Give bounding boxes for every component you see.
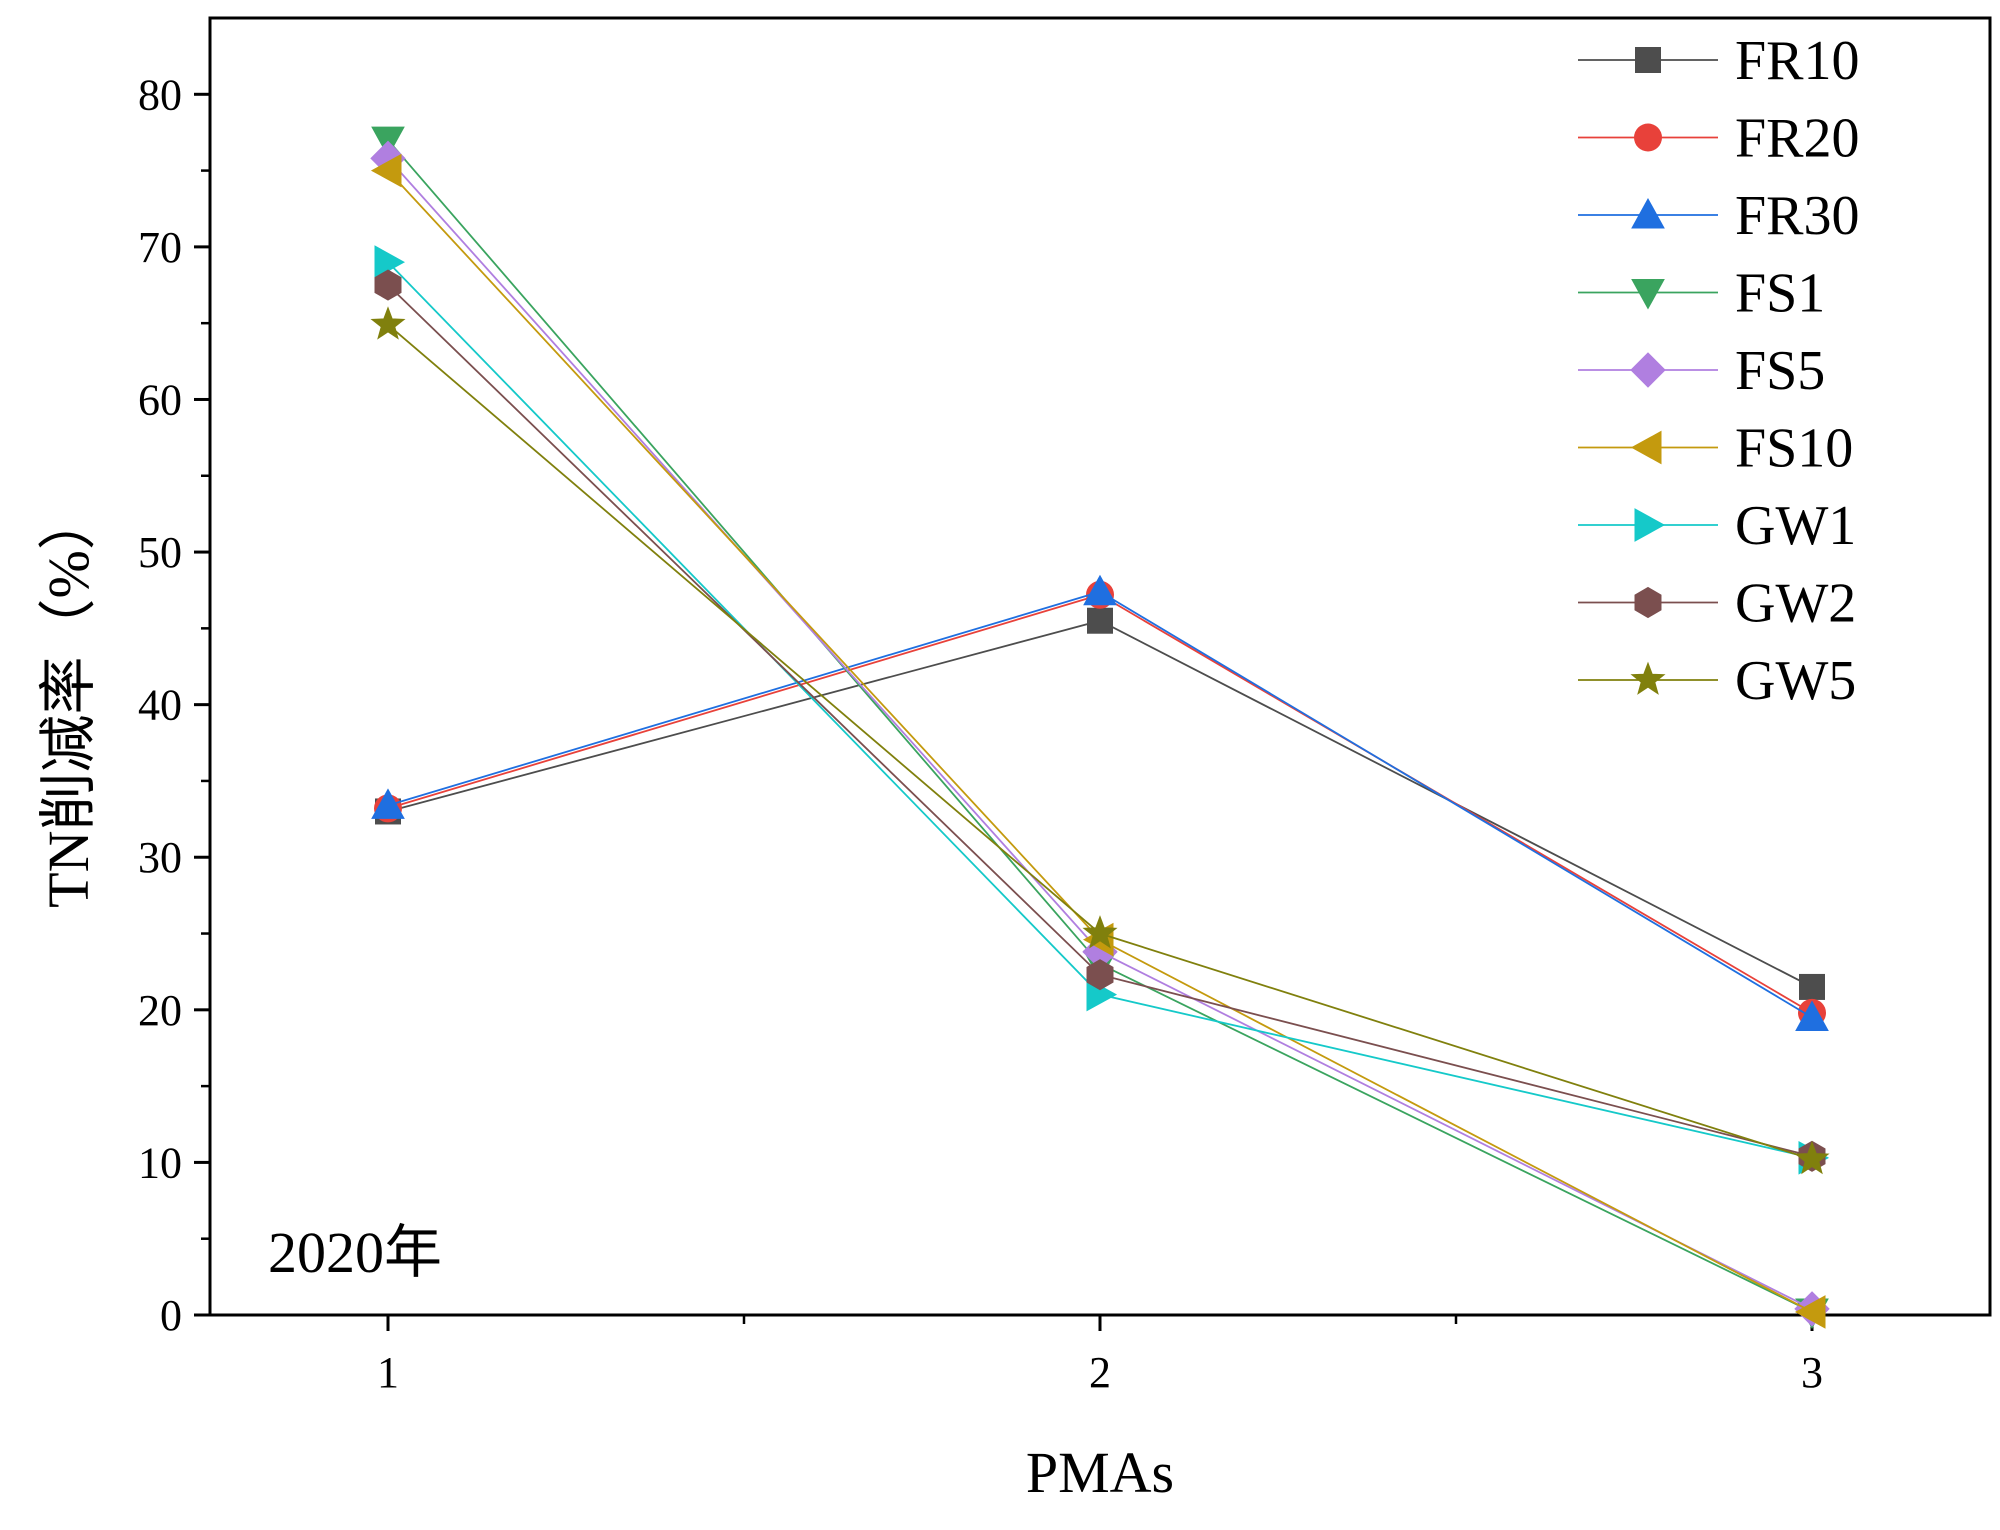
series-fs5 [370, 140, 1830, 1327]
legend-label: FR10 [1735, 30, 1860, 92]
legend-marker [1630, 352, 1666, 388]
y-tick-label: 10 [138, 1138, 182, 1187]
legend-marker [1631, 197, 1665, 229]
y-tick-label: 40 [138, 681, 182, 730]
y-tick-label: 50 [138, 528, 182, 577]
data-point [370, 306, 406, 340]
legend-marker [1634, 508, 1666, 542]
data-point [1082, 915, 1118, 949]
x-axis-title: PMAs [1026, 1440, 1174, 1505]
legend-marker [1631, 279, 1665, 310]
legend-item-fr10: FR10 [1578, 30, 1860, 92]
data-point [374, 245, 406, 279]
y-tick-label: 70 [138, 223, 182, 272]
x-tick-label: 1 [377, 1348, 399, 1397]
series-gw5 [370, 306, 1830, 1175]
legend-marker [1630, 430, 1662, 465]
legend-item-fs1: FS1 [1578, 263, 1825, 325]
data-point [1083, 574, 1117, 606]
legend-item-gw1: GW1 [1578, 495, 1856, 557]
series-layer [370, 126, 1830, 1329]
y-tick-label: 80 [138, 70, 182, 119]
y-tick-label: 30 [138, 833, 182, 882]
legend-marker [1634, 586, 1662, 619]
legend-item-fs5: FS5 [1578, 340, 1825, 402]
legend-label: FR20 [1735, 108, 1860, 170]
data-point [370, 153, 402, 188]
legend-label: FS10 [1735, 418, 1853, 480]
y-tick-label: 60 [138, 375, 182, 424]
y-tick-label: 0 [160, 1291, 182, 1340]
legend-marker [1630, 661, 1666, 695]
series-gw2 [374, 269, 1826, 1172]
legend-label: GW1 [1735, 495, 1856, 557]
series-gw1 [374, 245, 1830, 1175]
legend-marker [1634, 123, 1662, 152]
x-axis: 1 2 3 [377, 1315, 1823, 1397]
legend-item-fr20: FR20 [1578, 108, 1860, 170]
legend-label: GW5 [1735, 650, 1856, 712]
legend-label: FS5 [1735, 340, 1825, 402]
y-tick-label: 20 [138, 986, 182, 1035]
series-fr30 [371, 574, 1829, 1031]
data-point [1087, 607, 1113, 634]
legend-item-gw5: GW5 [1578, 650, 1856, 712]
legend-label: GW2 [1735, 573, 1856, 635]
data-point [1794, 1140, 1830, 1175]
data-point [374, 269, 402, 301]
legend-label: FR30 [1735, 185, 1860, 247]
series-fs10 [370, 153, 1826, 1329]
series-line [387, 157, 1813, 1310]
year-annotation: 2020年 [268, 1220, 442, 1285]
legend-item-fs10: FS10 [1578, 418, 1853, 480]
data-point [1794, 1295, 1826, 1329]
legend: FR10 FR20 FR30 FS1 FS5 FS10 GW1 GW2 GW5 [1578, 30, 1860, 712]
legend-item-gw2: GW2 [1578, 573, 1856, 635]
legend-label: FS1 [1735, 263, 1825, 325]
series-fs1 [371, 126, 1829, 1329]
y-axis: 0 10 20 30 40 50 60 70 80 [138, 70, 210, 1340]
series-line [387, 139, 1813, 1313]
data-point [1795, 1000, 1829, 1031]
plot-border [208, 16, 1992, 1317]
y-axis-title: TN削减率（%） [36, 492, 101, 908]
x-tick-label: 3 [1801, 1348, 1823, 1397]
data-point [1799, 973, 1825, 1000]
data-point [1086, 959, 1114, 991]
data-point [371, 788, 405, 819]
series-line [387, 284, 1813, 1158]
legend-item-fr30: FR30 [1578, 185, 1860, 247]
legend-marker [1635, 47, 1661, 73]
plot-frame [208, 16, 1992, 1317]
x-tick-label: 2 [1089, 1348, 1111, 1397]
